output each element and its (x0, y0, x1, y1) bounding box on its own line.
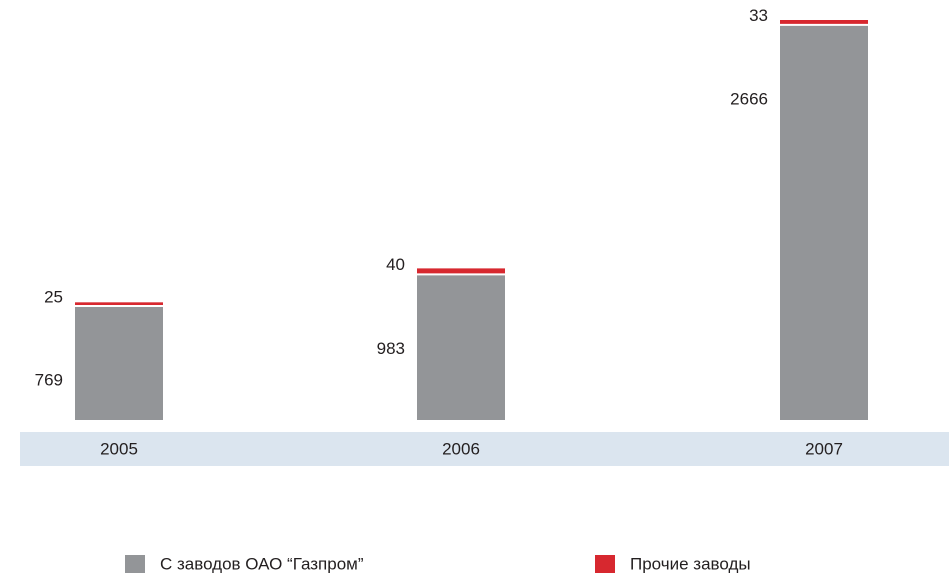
value-label: 33 (749, 6, 768, 25)
bar-segment (75, 306, 163, 420)
x-tick-label: 2006 (442, 439, 480, 458)
bar-segment (417, 274, 505, 420)
bar-segment (75, 302, 163, 307)
legend-swatch (125, 555, 145, 573)
value-label: 40 (386, 255, 405, 274)
value-label: 25 (44, 288, 63, 307)
x-tick-label: 2007 (805, 439, 843, 458)
bar-segment (780, 24, 868, 421)
value-label: 769 (35, 371, 63, 390)
value-label: 983 (377, 339, 405, 358)
bar-segment (780, 20, 868, 25)
legend-label: С заводов ОАО “Газпром” (160, 554, 364, 573)
legend-swatch (595, 555, 615, 573)
value-label: 2666 (730, 89, 768, 108)
x-tick-label: 2005 (100, 439, 138, 458)
category-band (20, 432, 949, 466)
legend-label: Прочие заводы (630, 554, 751, 573)
bar-segment (417, 268, 505, 275)
